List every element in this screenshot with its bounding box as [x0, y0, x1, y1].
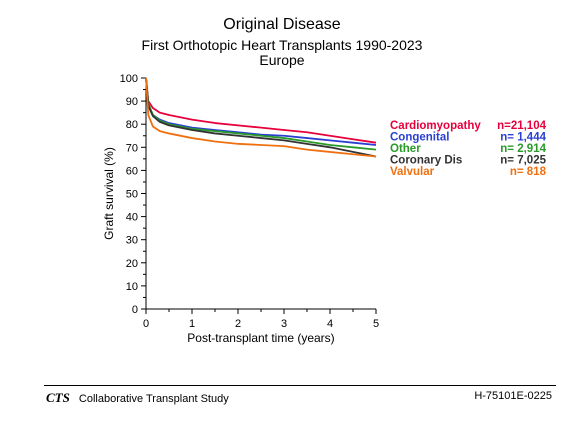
- x-tick-label: 3: [281, 318, 287, 330]
- series-line-0: [145, 77, 377, 144]
- legend-count: n=21,104: [497, 120, 547, 132]
- y-tick-label: 80: [126, 119, 138, 131]
- y-tick-label: 50: [126, 189, 138, 201]
- chart-subtitle: First Orthotopic Heart Transplants 1990-…: [141, 37, 423, 53]
- y-tick-label: 40: [126, 212, 138, 224]
- footer-organization: CTS Collaborative Transplant Study: [46, 390, 229, 406]
- y-tick-label: 20: [126, 258, 138, 270]
- legend-name: Valvular: [390, 166, 435, 178]
- x-tick-label: 5: [373, 318, 379, 330]
- footer-divider: [44, 385, 556, 386]
- y-axis-label: Graft survival (%): [102, 147, 116, 240]
- chart-title: Original Disease: [223, 16, 341, 33]
- y-tick-label: 10: [126, 281, 138, 293]
- legend-name: Other: [390, 143, 421, 155]
- chart-region: Europe: [259, 52, 305, 68]
- x-tick-label: 1: [189, 318, 195, 330]
- legend-count: n= 2,914: [500, 143, 546, 155]
- x-tick-label: 0: [143, 318, 149, 330]
- y-tick-label: 70: [126, 142, 138, 154]
- legend-count: n= 1,444: [500, 132, 546, 144]
- y-tick-label: 100: [120, 73, 138, 85]
- y-tick-label: 90: [126, 96, 138, 108]
- footer-org-name: Collaborative Transplant Study: [78, 393, 229, 405]
- legend-count: n= 7,025: [500, 155, 546, 167]
- legend-count: n= 818: [510, 166, 547, 178]
- x-tick-label: 4: [327, 318, 333, 330]
- legend-name: Congenital: [390, 132, 449, 144]
- legend-name: Cardiomyopathy: [390, 120, 481, 132]
- series-line-3: [145, 77, 377, 158]
- y-tick-label: 60: [126, 165, 138, 177]
- legend-name: Coronary Dis: [390, 155, 462, 167]
- series-line-4: [145, 77, 377, 158]
- x-tick-label: 2: [235, 318, 241, 330]
- y-tick-label: 30: [126, 235, 138, 247]
- cts-logo: CTS: [46, 390, 70, 405]
- y-tick-label: 0: [132, 304, 138, 316]
- x-axis-label: Post-transplant time (years): [187, 331, 334, 345]
- footer-code: H-75101E-0225: [474, 390, 552, 402]
